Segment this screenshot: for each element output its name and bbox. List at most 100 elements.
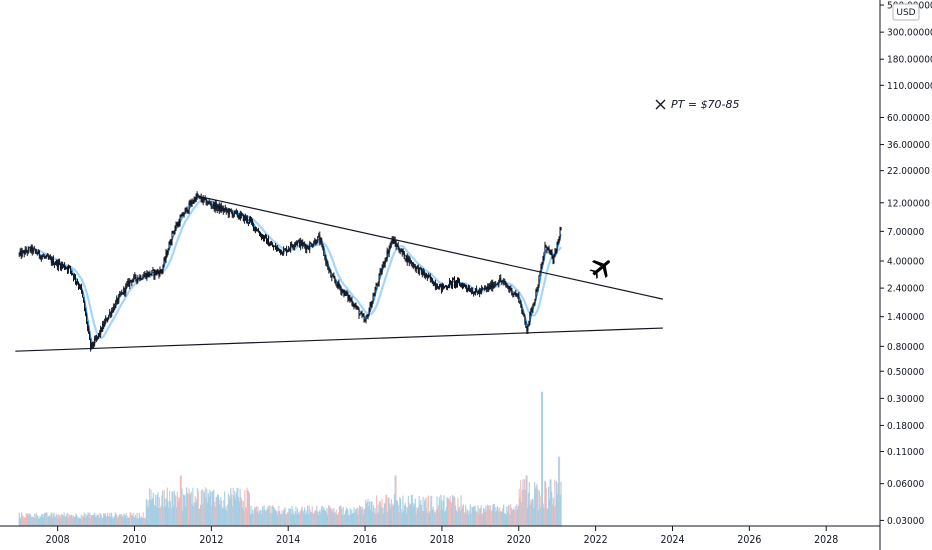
- volume-bar: [214, 506, 216, 526]
- volume-bar: [413, 503, 416, 526]
- volume-bar: [20, 512, 23, 526]
- candle-body: [41, 256, 43, 257]
- volume-bar: [133, 516, 135, 526]
- candle-body: [402, 251, 404, 253]
- volume-bar: [334, 512, 337, 526]
- candle-body: [81, 285, 83, 292]
- lower-trendline[interactable]: [15, 327, 663, 352]
- candle-body: [531, 309, 533, 311]
- volume-bar: [82, 516, 85, 526]
- volume-bar: [526, 475, 528, 526]
- candle-body: [404, 258, 406, 260]
- volume-bar: [505, 514, 507, 526]
- candle-body: [58, 261, 60, 264]
- volume-bar: [449, 496, 451, 526]
- candle-body: [314, 239, 316, 244]
- candle-body: [296, 242, 298, 244]
- candle-body: [239, 213, 241, 219]
- candle-body: [357, 307, 359, 309]
- candle-body: [115, 301, 117, 308]
- volume-bar: [143, 518, 145, 526]
- candle-body: [452, 279, 454, 281]
- volume-bar: [456, 512, 458, 526]
- volume-bar: [546, 508, 548, 526]
- candle-body: [220, 205, 222, 211]
- candle-body: [162, 265, 164, 271]
- volume-bar: [417, 507, 420, 526]
- candle-body: [425, 274, 427, 278]
- candle-body: [506, 285, 508, 287]
- volume-bar: [434, 512, 436, 526]
- volume-bar: [391, 505, 393, 526]
- volume-bar: [429, 511, 431, 526]
- candle-body: [49, 257, 51, 259]
- candle-body: [268, 238, 270, 247]
- volume-bar: [68, 516, 71, 526]
- volume-bar: [220, 500, 223, 526]
- y-tick-label: 0.11000: [887, 447, 924, 458]
- candle-body: [417, 266, 419, 274]
- volume-bar: [85, 513, 87, 526]
- volume-bar: [328, 505, 330, 526]
- candle-body: [276, 247, 278, 250]
- volume-bar: [529, 505, 531, 526]
- candle-body: [25, 249, 27, 252]
- candle-body: [487, 286, 489, 289]
- volume-bar: [390, 498, 392, 526]
- candle-body: [308, 248, 310, 250]
- volume-bar: [329, 508, 331, 526]
- candle-body: [174, 228, 176, 232]
- candle-body: [546, 247, 548, 250]
- volume-bar: [136, 512, 138, 526]
- candle-body: [511, 287, 513, 295]
- candle-body: [105, 318, 107, 322]
- volume-bar: [544, 480, 546, 526]
- candle-body: [285, 248, 287, 250]
- volume-bar: [532, 499, 534, 526]
- currency-badge[interactable]: USD: [892, 3, 920, 21]
- volume-bar: [305, 510, 307, 526]
- volume-bar: [210, 492, 212, 526]
- candle-body: [290, 243, 292, 250]
- volume-bar: [164, 498, 166, 526]
- volume-bar: [396, 499, 398, 526]
- candle-body: [130, 280, 132, 281]
- volume-bar: [316, 505, 318, 526]
- upper-trendline[interactable]: [199, 195, 664, 300]
- candle-body: [416, 266, 418, 268]
- candle-body: [148, 271, 150, 277]
- volume-bar: [145, 498, 147, 526]
- candle-body: [340, 287, 342, 293]
- candle-body: [397, 245, 399, 250]
- candle-body: [274, 246, 276, 247]
- volume-bar: [218, 499, 220, 526]
- volume-bar: [179, 497, 181, 526]
- volume-bar: [50, 513, 52, 526]
- candle-body: [122, 292, 124, 294]
- volume-bar: [509, 514, 511, 526]
- cross-icon: [655, 99, 666, 110]
- volume-bar: [41, 514, 44, 526]
- candle-body: [396, 245, 398, 247]
- candle-body: [241, 214, 243, 216]
- candle-body: [313, 243, 315, 246]
- candle-body: [541, 262, 543, 267]
- volume-bar: [332, 511, 334, 526]
- volume-bar: [81, 518, 83, 526]
- candle-body: [181, 213, 183, 217]
- candle-body: [481, 288, 483, 292]
- volume-bar: [431, 509, 433, 526]
- candle-body: [379, 271, 381, 275]
- volume-bar: [172, 506, 175, 526]
- volume-bar: [225, 506, 227, 526]
- candle-body: [200, 196, 202, 200]
- volume-bar: [27, 513, 29, 526]
- volume-bar: [551, 504, 554, 526]
- price-target-annotation[interactable]: PT = $70-85: [655, 98, 740, 111]
- volume-bar: [503, 513, 506, 526]
- volume-bar: [249, 514, 251, 526]
- volume-bar: [124, 515, 127, 526]
- volume-bar: [153, 504, 155, 526]
- volume-bar: [205, 498, 207, 526]
- volume-bar: [500, 511, 502, 526]
